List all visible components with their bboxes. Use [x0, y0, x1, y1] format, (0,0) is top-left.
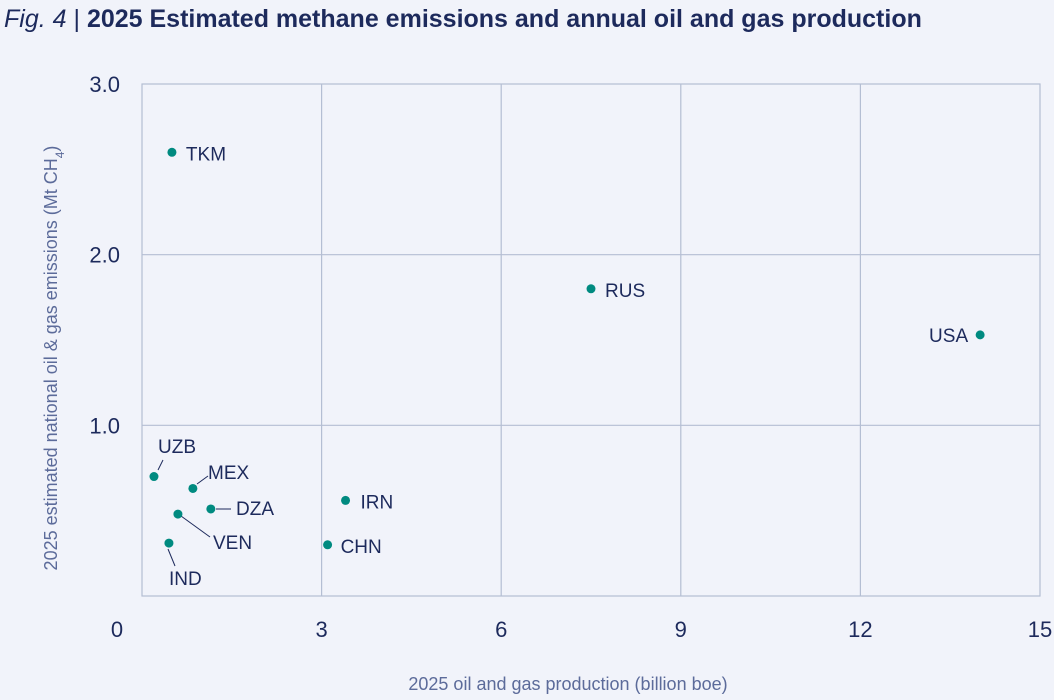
point-marker	[206, 504, 216, 514]
data-point-ind: IND	[164, 538, 202, 590]
point-marker	[341, 495, 351, 505]
y-tick-label: 3.0	[89, 72, 120, 97]
point-marker	[149, 472, 159, 482]
data-point-usa: USA	[929, 326, 985, 347]
point-label: MEX	[208, 463, 250, 484]
leader-line	[180, 515, 211, 538]
figure-separator: |	[73, 5, 80, 33]
data-point-dza: DZA	[206, 499, 274, 520]
x-tick-label: 12	[848, 617, 872, 642]
point-label: TKM	[186, 144, 226, 165]
leader-line	[167, 548, 176, 567]
x-axis-label: 2025 oil and gas production (billion boe…	[408, 674, 727, 694]
y-axis-label-close: )	[41, 146, 61, 152]
point-label: VEN	[213, 533, 252, 554]
point-marker	[975, 330, 985, 340]
x-axis-ticks: 0 3 6 9 12 15	[111, 617, 1052, 642]
y-axis-label-main: 2025 estimated national oil & gas emissi…	[41, 158, 61, 570]
leader-line	[157, 459, 164, 471]
data-point-rus: RUS	[586, 281, 645, 302]
data-point-mex: MEX	[188, 463, 250, 493]
point-marker	[323, 540, 333, 550]
point-marker	[164, 538, 174, 548]
chart-title: 2025 Estimated methane emissions and ann…	[86, 5, 922, 33]
figure-number: Fig. 4	[4, 5, 67, 33]
data-point-ven: VEN	[173, 509, 252, 554]
point-marker	[173, 509, 183, 519]
point-label: RUS	[605, 281, 645, 302]
data-point-chn: CHN	[323, 537, 382, 558]
point-label: DZA	[236, 499, 274, 520]
point-marker	[188, 483, 198, 493]
figure-title: Fig. 4 | 2025 Estimated methane emission…	[4, 4, 922, 34]
grid	[141, 83, 1041, 597]
leader-line	[196, 475, 209, 485]
y-axis-label-subscript: 4	[53, 151, 67, 158]
x-tick-label: 6	[495, 617, 507, 642]
x-tick-label: 0	[111, 617, 123, 642]
data-point-tkm: TKM	[167, 144, 226, 165]
x-tick-label: 3	[315, 617, 327, 642]
y-tick-label: 1.0	[89, 413, 120, 438]
x-tick-label: 15	[1028, 617, 1052, 642]
point-label: IND	[169, 569, 202, 590]
data-point-uzb: UZB	[149, 437, 196, 482]
point-label: IRN	[361, 492, 394, 513]
point-marker	[167, 147, 177, 157]
y-axis-label: 2025 estimated national oil & gas emissi…	[41, 146, 67, 571]
point-marker	[586, 284, 596, 294]
y-axis-ticks: 1.0 2.0 3.0	[89, 72, 120, 438]
point-label: UZB	[158, 437, 196, 458]
x-tick-label: 9	[675, 617, 687, 642]
plot-frame	[141, 83, 1041, 597]
data-point-irn: IRN	[341, 492, 393, 513]
y-tick-label: 2.0	[89, 243, 120, 268]
point-label: USA	[929, 326, 968, 347]
point-label: CHN	[341, 537, 382, 558]
data-points: TKM RUS USA UZB MEX DZA VEN IND IRN CHN	[149, 144, 985, 590]
